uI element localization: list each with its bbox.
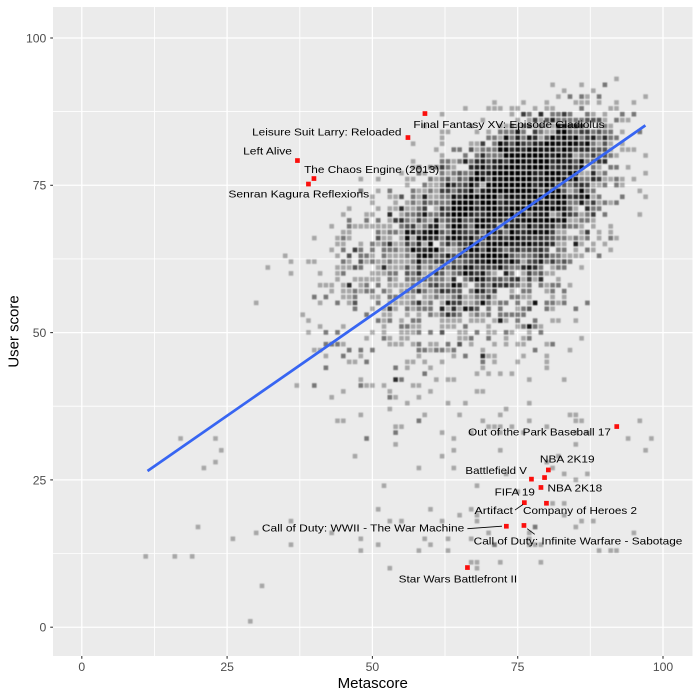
svg-text:The Chaos Engine (2013): The Chaos Engine (2013) — [304, 164, 439, 176]
svg-text:Battlefield V: Battlefield V — [465, 465, 527, 477]
svg-text:Artifact: Artifact — [475, 505, 514, 517]
svg-text:100: 100 — [26, 31, 47, 45]
svg-text:NBA 2K18: NBA 2K18 — [548, 482, 603, 494]
svg-text:25: 25 — [220, 660, 234, 674]
svg-text:Star Wars Battlefront II: Star Wars Battlefront II — [399, 573, 517, 585]
svg-text:Final Fantasy XV: Episode Glad: Final Fantasy XV: Episode Gladiolus — [413, 119, 604, 131]
svg-text:Leisure Suit Larry: Reloaded: Leisure Suit Larry: Reloaded — [252, 126, 402, 138]
svg-text:Company of Heroes 2: Company of Heroes 2 — [523, 505, 637, 517]
svg-text:User score: User score — [6, 295, 22, 367]
svg-text:50: 50 — [33, 326, 47, 340]
svg-text:100: 100 — [653, 660, 674, 674]
svg-text:Call of Duty: Infinite Warfare: Call of Duty: Infinite Warfare - Sabotag… — [474, 535, 683, 547]
svg-text:FIFA 19: FIFA 19 — [495, 487, 535, 499]
svg-text:Out of the Park Baseball 17: Out of the Park Baseball 17 — [468, 426, 611, 438]
svg-text:Senran Kagura Reflexions: Senran Kagura Reflexions — [228, 189, 369, 201]
svg-text:NBA 2K19: NBA 2K19 — [540, 453, 595, 465]
svg-text:Call of Duty: WWII - The War M: Call of Duty: WWII - The War Machine — [262, 523, 465, 535]
svg-text:0: 0 — [40, 621, 47, 635]
svg-text:75: 75 — [511, 660, 525, 674]
svg-text:0: 0 — [78, 660, 85, 674]
svg-text:Left Alive: Left Alive — [243, 146, 292, 158]
svg-text:25: 25 — [33, 473, 47, 487]
svg-text:50: 50 — [366, 660, 380, 674]
svg-text:Metascore: Metascore — [338, 676, 408, 692]
svg-text:75: 75 — [33, 179, 47, 193]
